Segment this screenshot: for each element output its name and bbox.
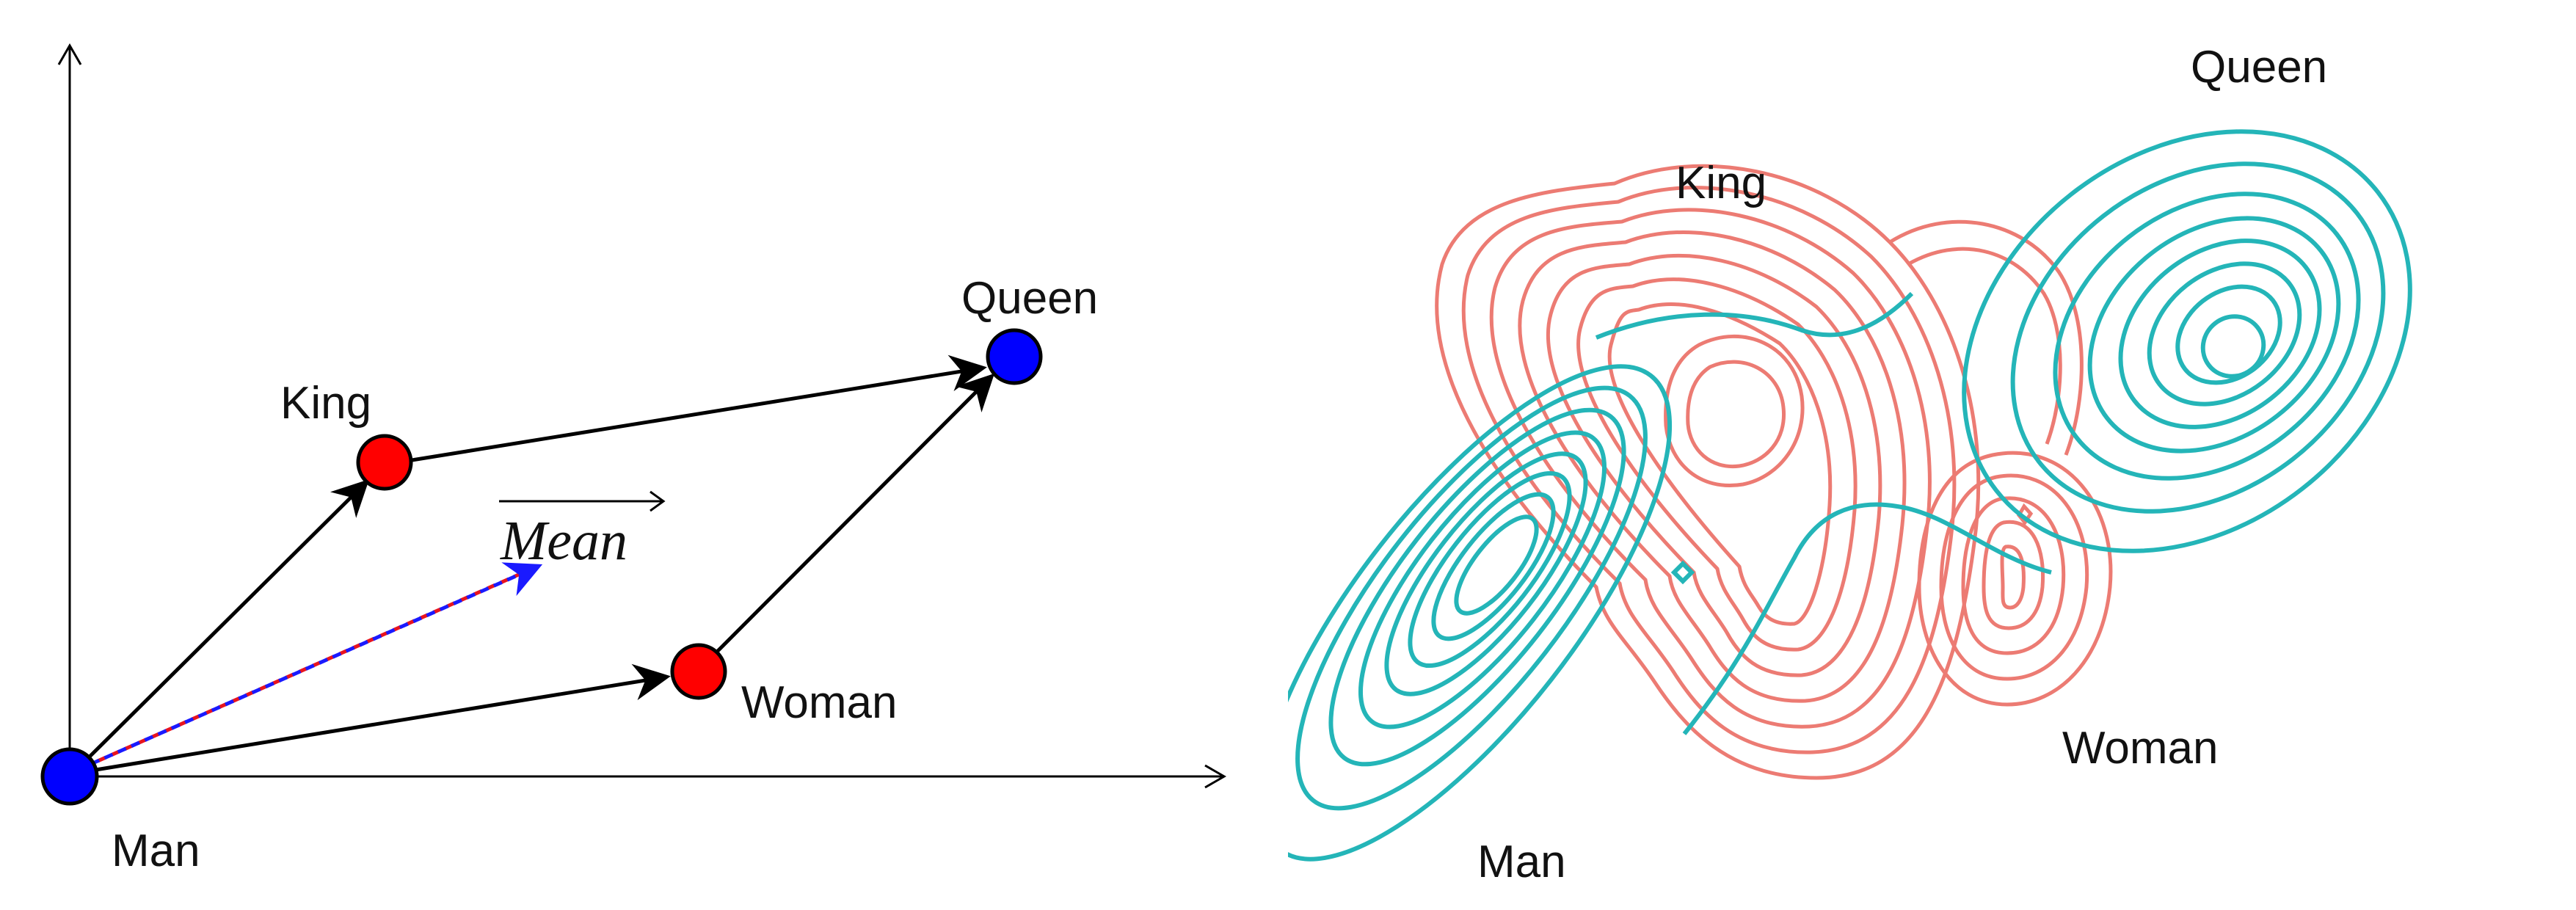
mean-arrow-red-dash xyxy=(83,569,528,769)
density-contour-diagram: King Queen Man Woman xyxy=(1288,0,2576,910)
teal-queen-contour-5 xyxy=(2118,239,2322,429)
point-king xyxy=(356,434,413,491)
red-contour-3 xyxy=(1489,208,1932,729)
x-axis-arrowhead xyxy=(1204,764,1227,789)
mean-overarrow-head xyxy=(650,490,666,512)
red-contour-1 xyxy=(1435,164,1981,780)
label-woman-right: Woman xyxy=(2062,723,2219,774)
teal-queen-contour-6 xyxy=(2147,261,2302,407)
mean-label: Mean xyxy=(500,510,627,572)
teal-man-peak xyxy=(1670,560,1695,585)
teal-contours xyxy=(1288,129,2412,862)
teal-queen-contour-4 xyxy=(2087,216,2341,454)
red-contour-woman-3 xyxy=(1961,496,2066,655)
arrow-woman-queen xyxy=(714,373,995,655)
red-contour-4 xyxy=(1518,230,1907,703)
arrow-king-queen xyxy=(407,354,987,463)
red-contour-upper-2 xyxy=(1907,247,2062,445)
label-queen-right: Queen xyxy=(2191,42,2327,92)
teal-queen-contour-2 xyxy=(2010,161,2386,514)
red-contour-upper-1 xyxy=(1888,219,2084,456)
red-contour-king-2 xyxy=(1686,360,1786,469)
teal-bridge-1 xyxy=(1595,291,1914,340)
teal-queen-contour-1 xyxy=(1962,129,2412,553)
y-axis-arrowhead xyxy=(57,43,82,65)
teal-bridge-2 xyxy=(1682,502,2052,735)
teal-queen-contour-3 xyxy=(2053,192,2361,481)
red-contour-woman-5 xyxy=(2000,545,2026,610)
teal-man-contour-7 xyxy=(1431,492,1556,641)
red-contour-5 xyxy=(1546,253,1882,677)
teal-man-contour-4 xyxy=(1358,430,1607,729)
label-king: King xyxy=(280,378,371,429)
vector-analogy-svg: Mean Man King Queen Woman xyxy=(40,43,1227,876)
teal-man-contour-1 xyxy=(1288,364,1673,862)
arrow-man-woman xyxy=(81,663,671,774)
red-contour-woman-4 xyxy=(1982,520,2045,630)
teal-man-contour-5 xyxy=(1384,451,1588,696)
mean-arrow-blue-dash xyxy=(83,562,543,769)
point-woman xyxy=(670,643,727,700)
label-man-right: Man xyxy=(1477,837,1566,887)
point-man xyxy=(40,747,99,806)
teal-man-contour-6 xyxy=(1408,470,1572,669)
red-contour-2 xyxy=(1461,186,1957,754)
teal-man-contour-3 xyxy=(1328,407,1626,767)
arrow-man-king xyxy=(78,478,370,768)
label-woman: Woman xyxy=(741,677,898,728)
vector-analogy-diagram: Mean Man King Queen Woman xyxy=(40,43,1227,876)
label-king-right: King xyxy=(1676,158,1767,208)
teal-queen-contour-8 xyxy=(2200,314,2266,379)
teal-queen-contour-7 xyxy=(2175,284,2282,385)
density-contour-svg: King Queen Man Woman xyxy=(1288,42,2412,887)
label-man: Man xyxy=(112,826,200,876)
point-queen xyxy=(986,328,1043,385)
red-contour-woman-2 xyxy=(1939,473,2089,681)
teal-man-contour-8 xyxy=(1454,514,1539,616)
teal-man-contour-2 xyxy=(1295,385,1648,811)
label-queen: Queen xyxy=(961,273,1098,324)
